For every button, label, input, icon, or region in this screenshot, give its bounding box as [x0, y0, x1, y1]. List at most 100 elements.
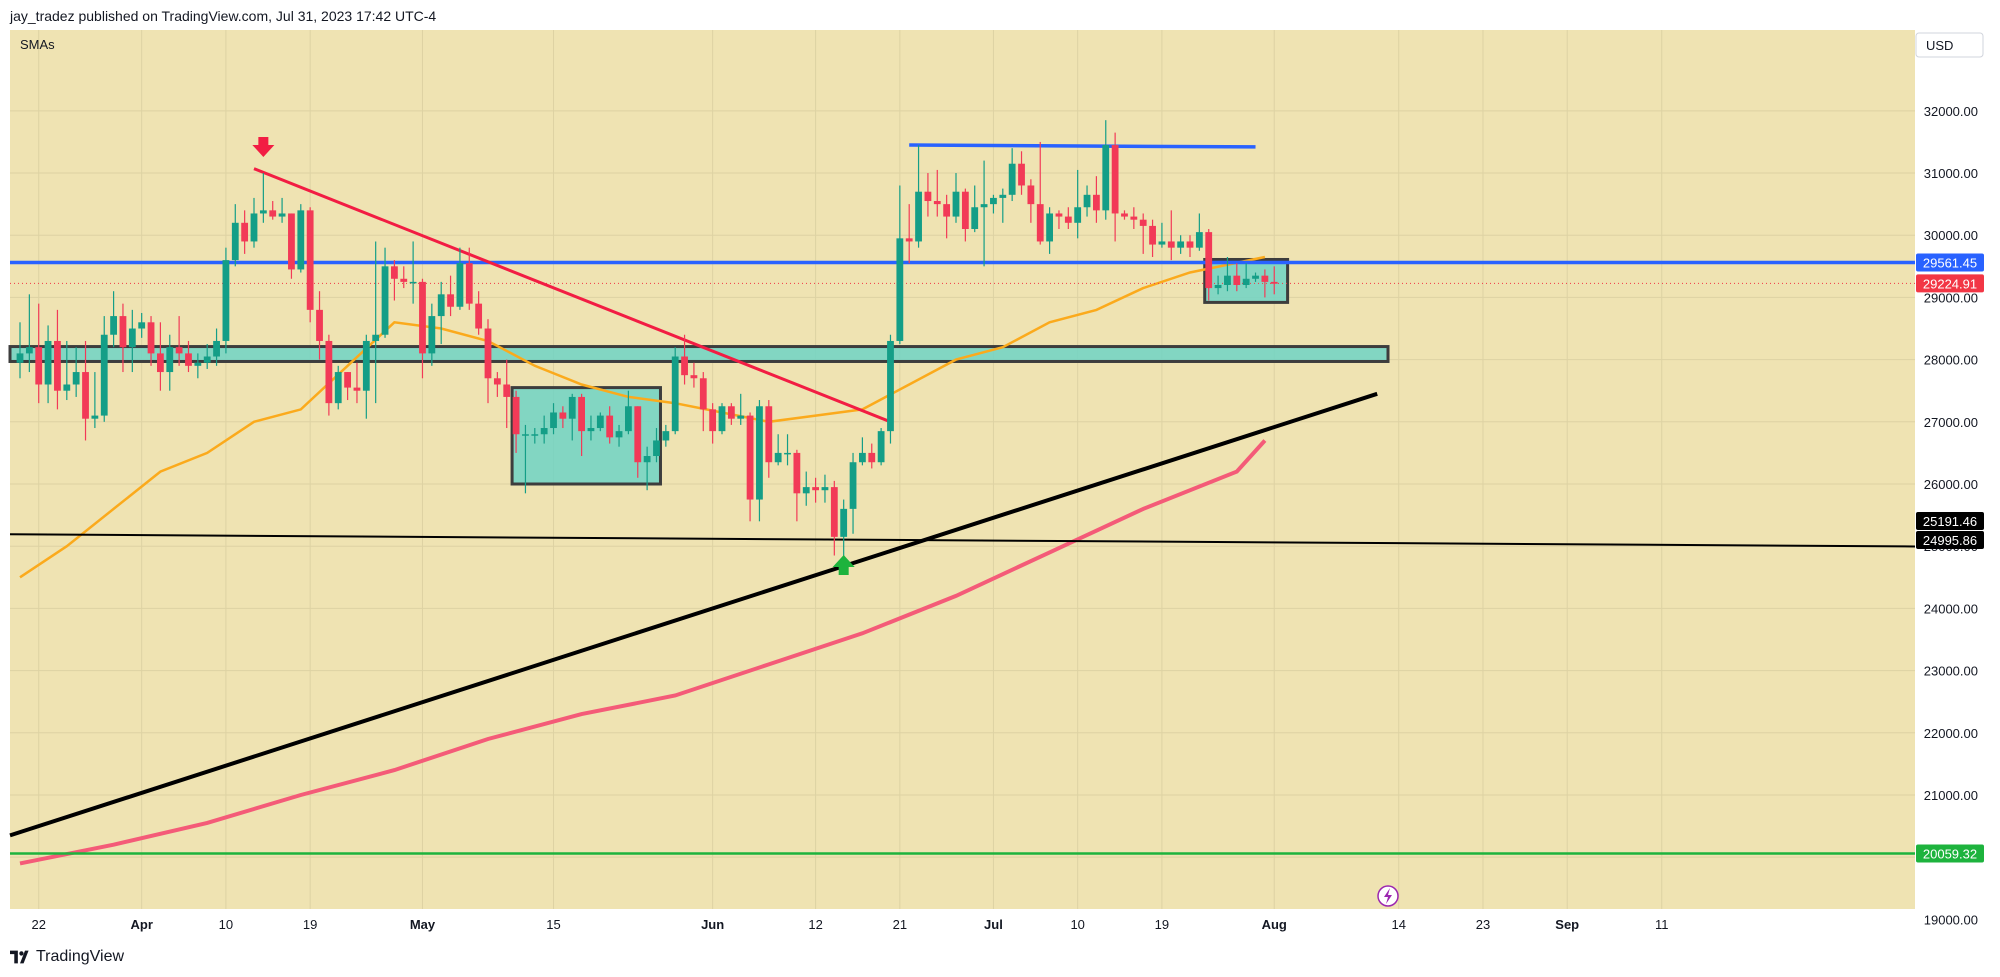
candle[interactable] [784, 434, 791, 466]
candle[interactable] [999, 188, 1007, 223]
candle[interactable] [35, 303, 43, 404]
candle[interactable] [1167, 210, 1175, 261]
candle[interactable] [550, 403, 557, 435]
candle[interactable] [1055, 210, 1063, 230]
candle[interactable] [465, 247, 473, 310]
candle[interactable] [662, 424, 670, 447]
candle[interactable] [746, 412, 754, 522]
candle[interactable] [643, 446, 651, 491]
candle[interactable] [269, 201, 277, 220]
candle[interactable] [409, 241, 417, 304]
candle[interactable] [16, 322, 24, 379]
candle[interactable] [653, 428, 660, 463]
candle[interactable] [737, 393, 745, 425]
candle[interactable] [175, 316, 183, 366]
price-scale-panel[interactable] [1915, 30, 2000, 938]
currency-button[interactable]: USD [1915, 32, 1984, 58]
price-tag[interactable]: 24995.86 [1916, 531, 1984, 549]
candle[interactable] [1111, 132, 1119, 242]
candle[interactable] [905, 204, 913, 264]
candle[interactable] [44, 325, 52, 404]
candle[interactable] [1233, 263, 1241, 292]
candle[interactable] [1027, 179, 1035, 223]
candle[interactable] [540, 415, 548, 444]
candle[interactable] [512, 390, 520, 453]
candle[interactable] [830, 480, 838, 556]
trendline-ascending-support[interactable] [9, 391, 1378, 838]
candle[interactable] [1186, 235, 1194, 257]
candle[interactable] [278, 197, 286, 223]
candle[interactable] [194, 353, 202, 379]
candle[interactable] [1149, 219, 1156, 257]
candle[interactable] [887, 334, 894, 444]
candle[interactable] [1270, 266, 1278, 295]
candle[interactable] [840, 499, 848, 559]
candle[interactable] [952, 173, 960, 223]
candle[interactable] [1121, 210, 1128, 220]
trendline-descending-resistance[interactable] [253, 167, 892, 424]
candle[interactable] [756, 400, 763, 522]
candle[interactable] [1214, 275, 1222, 295]
candle[interactable] [484, 319, 492, 404]
candle[interactable] [1205, 229, 1213, 301]
candle[interactable] [522, 424, 529, 494]
candle[interactable] [625, 390, 632, 435]
candle[interactable] [578, 393, 585, 457]
price-tag[interactable]: 25191.46 [1916, 512, 1984, 530]
candle[interactable] [793, 449, 801, 522]
candle[interactable] [100, 316, 108, 422]
candle[interactable] [119, 303, 127, 373]
candle[interactable] [72, 347, 80, 397]
candle[interactable] [419, 278, 426, 379]
candle[interactable] [138, 312, 146, 338]
candle[interactable] [896, 185, 904, 345]
candle[interactable] [868, 443, 876, 469]
trendline-horizontal-top[interactable] [909, 143, 1256, 149]
candle[interactable] [128, 309, 136, 373]
candle[interactable] [475, 291, 483, 335]
candle[interactable] [241, 210, 249, 254]
candle[interactable] [812, 477, 819, 503]
candle[interactable] [718, 403, 726, 435]
candle[interactable] [933, 169, 941, 217]
candle[interactable] [110, 291, 117, 348]
candle[interactable] [1242, 263, 1250, 289]
candle[interactable] [250, 197, 258, 248]
candle[interactable] [82, 340, 89, 441]
candle[interactable] [671, 347, 679, 435]
candle[interactable] [877, 428, 885, 466]
candle[interactable] [344, 372, 351, 401]
candle[interactable] [437, 281, 445, 345]
lightning-icon[interactable] [1377, 885, 1399, 907]
candle[interactable] [166, 334, 174, 391]
candle[interactable] [699, 372, 707, 432]
candle[interactable] [1008, 148, 1016, 202]
candle[interactable] [802, 471, 810, 506]
candle[interactable] [400, 266, 408, 289]
candle[interactable] [1195, 213, 1203, 251]
sma-long-line[interactable] [19, 439, 1267, 866]
candle[interactable] [990, 194, 997, 214]
candle[interactable] [1158, 222, 1166, 248]
candle[interactable] [259, 173, 267, 223]
time-scale-panel[interactable] [0, 909, 1915, 939]
marker-buy-arrow[interactable] [832, 555, 855, 575]
candle[interactable] [231, 204, 239, 267]
candle[interactable] [568, 393, 576, 441]
candle[interactable] [1074, 169, 1082, 239]
candle[interactable] [1177, 235, 1185, 254]
candle[interactable] [91, 372, 99, 429]
marker-sell-arrow[interactable] [252, 137, 275, 157]
candle[interactable] [493, 372, 501, 397]
candle[interactable] [456, 247, 464, 310]
candle[interactable] [372, 241, 380, 404]
candle[interactable] [596, 412, 604, 432]
candle[interactable] [821, 474, 829, 503]
candle[interactable] [531, 428, 539, 444]
candle[interactable] [765, 400, 773, 478]
candle[interactable] [961, 188, 969, 242]
candle[interactable] [606, 406, 614, 444]
candle[interactable] [615, 424, 623, 447]
candle[interactable] [428, 303, 436, 366]
